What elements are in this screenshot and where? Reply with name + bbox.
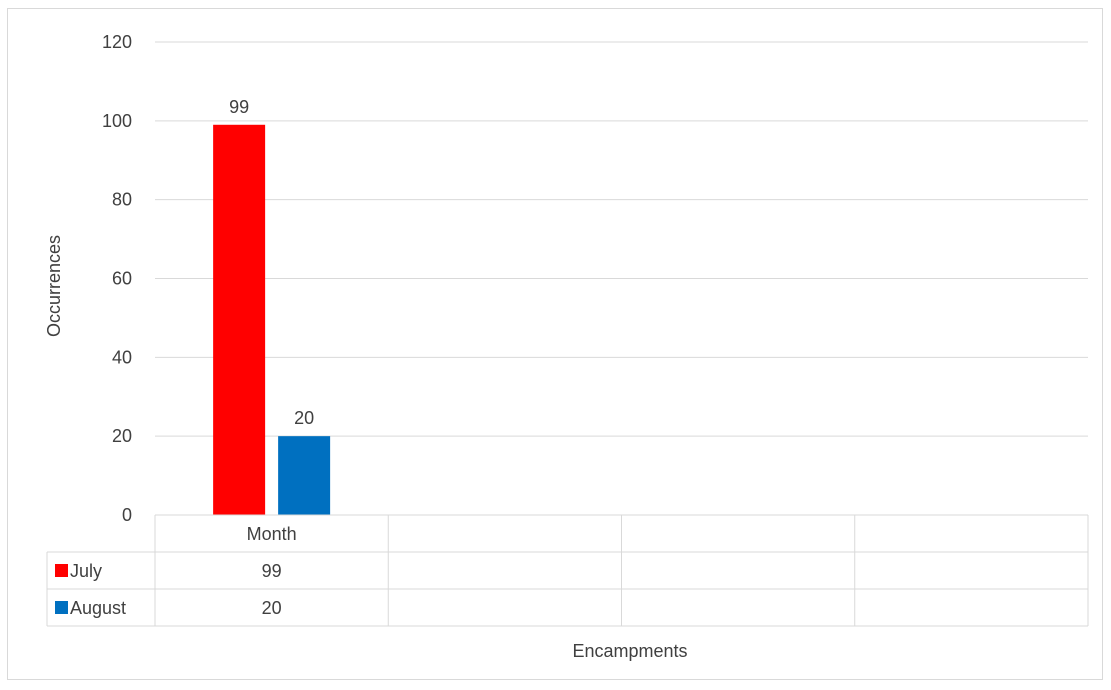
y-tick-label-80: 80 <box>112 190 132 210</box>
category-label: Month <box>247 524 297 544</box>
data-label-july: 99 <box>229 97 249 117</box>
y-tick-label-60: 60 <box>112 269 132 289</box>
x-axis-title: Encampments <box>572 641 687 661</box>
data-label-august: 20 <box>294 408 314 428</box>
y-tick-label-0: 0 <box>122 505 132 525</box>
bar-august <box>278 436 331 515</box>
data-table: Month July 99 August 20 <box>46 514 1089 627</box>
y-axis-ticks: 0 20 40 60 80 100 120 <box>102 32 132 525</box>
y-tick-label-120: 120 <box>102 32 132 52</box>
y-tick-label-20: 20 <box>112 426 132 446</box>
bar-chart: 0 20 40 60 80 100 120 99 20 Month July 99 August 20… <box>44 32 1089 661</box>
legend-label-july: July <box>70 561 102 581</box>
bars <box>213 124 331 516</box>
legend-key-august <box>55 601 68 614</box>
data-labels: 99 20 <box>229 97 314 428</box>
table-value-august: 20 <box>262 598 282 618</box>
table-value-july: 99 <box>262 561 282 581</box>
chart-frame: 0 20 40 60 80 100 120 99 20 Month July 99 August 20… <box>7 8 1103 680</box>
y-tick-label-40: 40 <box>112 347 132 367</box>
y-axis-title: Occurrences <box>44 235 64 337</box>
bar-july <box>213 124 266 516</box>
y-tick-label-100: 100 <box>102 111 132 131</box>
legend-label-august: August <box>70 598 126 618</box>
legend-key-july <box>55 564 68 577</box>
gridlines <box>155 41 1088 437</box>
